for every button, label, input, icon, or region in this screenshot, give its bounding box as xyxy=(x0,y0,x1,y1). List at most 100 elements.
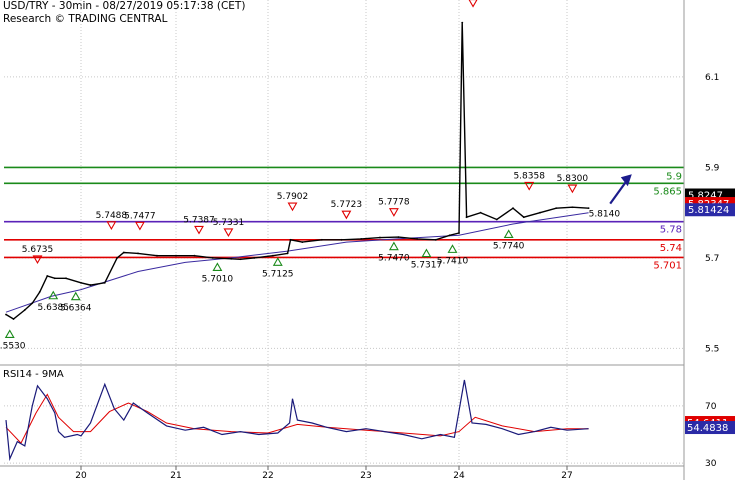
y-tick-label: 5.5 xyxy=(705,344,719,354)
main-chart: 5.95.8655.785.745.7015.55305.67355.63855… xyxy=(0,0,684,351)
rsi-tag-rsi xyxy=(685,421,735,435)
x-tick-label: 24 xyxy=(453,471,465,480)
sell-marker-icon xyxy=(106,221,117,230)
level-label-support: 5.74 xyxy=(660,243,682,254)
annotation-label: 5.7331 xyxy=(213,218,245,228)
annotation-label: 5.7488 xyxy=(96,211,128,221)
annotation-label: 5.7317 xyxy=(411,261,443,271)
price-point xyxy=(286,252,289,255)
level-label-resistance: 5.9 xyxy=(666,171,682,182)
price-point xyxy=(253,257,256,259)
annotation-label: 5.7470 xyxy=(378,254,410,264)
price-point xyxy=(122,251,125,254)
x-tick-label: 21 xyxy=(170,471,181,480)
y-tick-label: 6.1 xyxy=(705,73,719,83)
price-tag-label: 5.81424 xyxy=(688,205,729,216)
price-point xyxy=(321,238,323,241)
sell-marker-icon xyxy=(567,184,578,194)
annotation-label: 5.7740 xyxy=(493,241,525,251)
chart-source: Research © TRADING CENTRAL xyxy=(3,13,168,25)
price-point xyxy=(156,254,158,257)
annotation-label: 5.6385 xyxy=(38,303,70,313)
price-point xyxy=(289,238,292,241)
annotation-label: 5.7902 xyxy=(277,192,309,202)
buy-marker-icon xyxy=(4,329,15,338)
rsi-panel: RSI14 - 9MA xyxy=(3,369,589,462)
y-tick-label: 5.7 xyxy=(705,254,719,264)
price-point xyxy=(571,206,574,209)
level-label-resistance: 5.865 xyxy=(653,186,682,197)
price-point xyxy=(360,238,362,240)
price-point xyxy=(555,207,558,210)
annotation-label: 5.8140 xyxy=(589,209,621,219)
annotation-label: 5.7125 xyxy=(262,269,294,279)
annotation-label: 5.7010 xyxy=(202,274,234,284)
sell-marker-icon xyxy=(223,228,234,238)
x-tick-label: 20 xyxy=(75,471,87,480)
grid xyxy=(4,0,684,466)
price-tag-ma xyxy=(685,203,735,217)
price-point xyxy=(5,313,7,316)
annotation-label: 5.7410 xyxy=(437,256,469,266)
annotation-label: 5.7723 xyxy=(331,200,363,210)
price-point xyxy=(448,234,451,237)
annotation-label: 5.8300 xyxy=(557,174,589,184)
price-point xyxy=(80,281,82,284)
price-point xyxy=(211,257,214,259)
price-point xyxy=(12,318,15,320)
price-point xyxy=(379,236,381,239)
buy-marker-icon xyxy=(388,241,399,251)
price-point xyxy=(397,236,400,239)
price-point xyxy=(465,216,468,219)
price-point xyxy=(458,232,460,234)
price-series-line xyxy=(5,22,589,320)
sell-marker-icon xyxy=(134,221,145,231)
price-point xyxy=(479,211,482,214)
level-label-pivot: 5.78 xyxy=(660,225,682,236)
price-point xyxy=(175,254,177,257)
annotation-label: 5.6364 xyxy=(60,304,92,314)
rsi-title: RSI14 - 9MA xyxy=(3,369,64,380)
buy-marker-icon xyxy=(272,257,283,266)
rsi-ma-line xyxy=(5,393,589,444)
price-point xyxy=(53,277,56,280)
sell-marker-icon xyxy=(524,181,535,191)
y-tick-label: 5.9 xyxy=(705,163,720,173)
price-point xyxy=(89,284,92,286)
sell-marker-icon xyxy=(287,202,298,212)
price-point xyxy=(512,207,514,210)
buy-marker-icon xyxy=(212,262,223,272)
annotation-label: 5.6735 xyxy=(22,245,54,255)
x-tick-label: 27 xyxy=(561,471,572,480)
price-point xyxy=(116,257,118,259)
price-point xyxy=(38,290,41,293)
price-point xyxy=(416,238,419,240)
price-point xyxy=(522,216,525,219)
buy-marker-icon xyxy=(48,290,59,300)
price-point xyxy=(65,277,67,280)
price-tag-label: 5.8247 xyxy=(688,190,723,201)
forecast-arrow-line xyxy=(609,178,629,205)
x-tick-label: 22 xyxy=(262,471,273,480)
sell-marker-icon xyxy=(341,210,352,220)
rsi-tag-label: 54.4838 xyxy=(687,423,728,434)
price-point xyxy=(587,207,590,210)
rsi-y-tick-label: 30 xyxy=(705,459,717,469)
price-point xyxy=(539,211,541,214)
x-tick-label: 23 xyxy=(360,471,371,480)
rsi-line xyxy=(5,379,589,462)
buy-marker-icon xyxy=(447,244,458,253)
buy-marker-icon xyxy=(421,248,432,258)
rsi-y-tick-label: 70 xyxy=(705,402,717,412)
ma-series-line xyxy=(5,212,589,313)
price-point xyxy=(103,281,106,284)
forecast-arrow-icon xyxy=(620,174,632,187)
price-point xyxy=(230,257,233,260)
price-point xyxy=(434,238,437,241)
price-point xyxy=(23,309,26,311)
price-point xyxy=(239,258,242,261)
price-point xyxy=(46,275,49,277)
level-label-support: 5.701 xyxy=(653,260,682,271)
sell-marker-icon xyxy=(468,0,478,8)
